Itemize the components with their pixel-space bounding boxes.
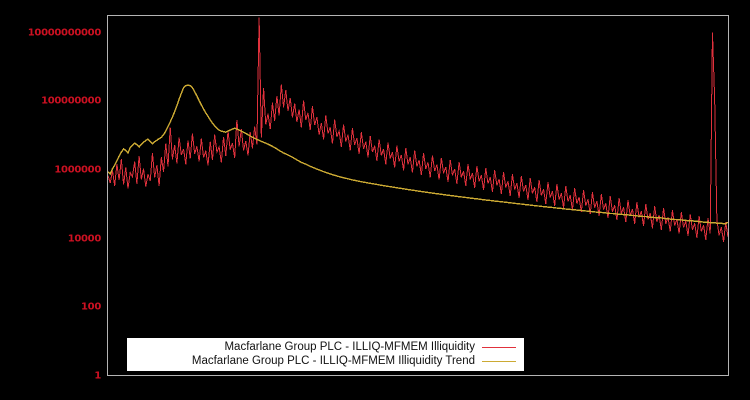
legend-line-swatch-illiquidity-trend [482, 361, 516, 362]
y-tick-label-1: 100000000 [41, 95, 101, 107]
y-tick-label-4: 100 [81, 301, 101, 313]
plot-svg [108, 16, 728, 375]
series-line-illiquidity-trend [108, 85, 728, 224]
legend-entry-illiquidity-trend: Macfarlane Group PLC - ILLIQ-MFMEM Illiq… [127, 354, 524, 369]
y-tick-label-0: 10000000000 [27, 27, 102, 39]
legend-label-illiquidity-trend: Macfarlane Group PLC - ILLIQ-MFMEM Illiq… [191, 355, 475, 367]
legend-label-illiquidity: Macfarlane Group PLC - ILLIQ-MFMEM Illiq… [224, 341, 475, 353]
legend-entry-illiquidity: Macfarlane Group PLC - ILLIQ-MFMEM Illiq… [127, 340, 524, 355]
y-tick-label-3: 10000 [67, 233, 102, 245]
series-group [108, 17, 728, 241]
legend-line-swatch-illiquidity [482, 347, 516, 348]
y-axis-tick-labels: 10000000000 100000000 1000000 10000 100 1 [0, 0, 102, 400]
y-tick-label-5: 1 [94, 370, 101, 382]
y-tick-label-2: 1000000 [54, 164, 101, 176]
chart-legend: Macfarlane Group PLC - ILLIQ-MFMEM Illiq… [127, 338, 524, 371]
series-line-illiquidity [108, 17, 728, 241]
plot-area [107, 15, 729, 376]
